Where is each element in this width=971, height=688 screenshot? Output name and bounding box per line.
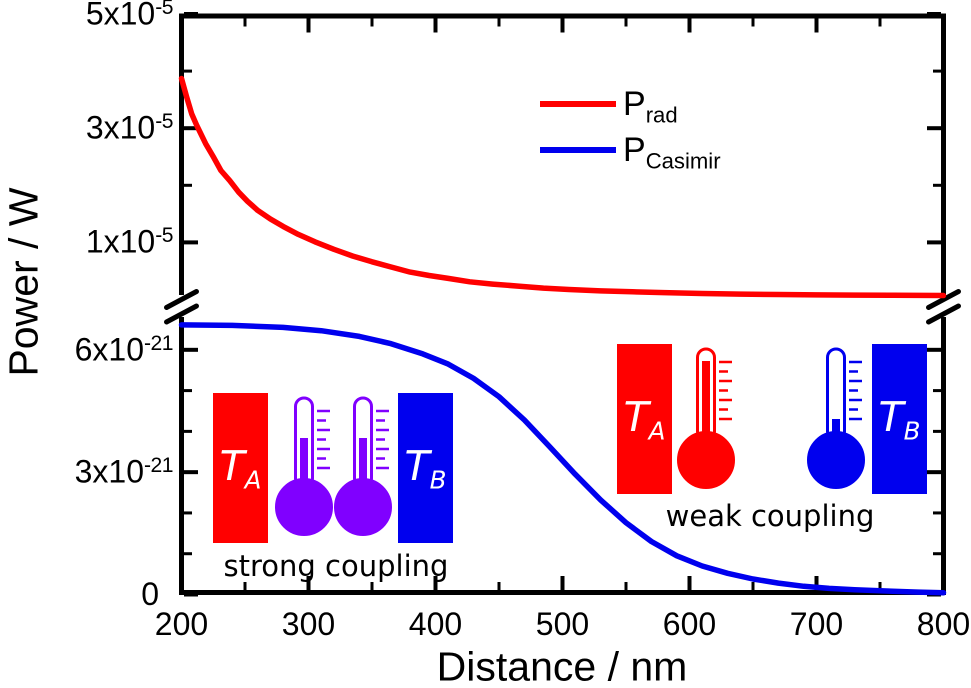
t-label: T <box>219 441 245 490</box>
y-tick-label: 3x10-5 <box>85 109 174 146</box>
temperature-block-cold-strong: TB <box>398 393 453 543</box>
curve-prad <box>178 75 947 299</box>
x-tick-label: 800 <box>916 606 971 642</box>
axis-break-mark <box>926 303 961 325</box>
legend-main-prad: P <box>623 85 646 123</box>
legend-label-prad: Prad <box>623 86 678 134</box>
y-tick-label: 1x10-5 <box>85 223 174 260</box>
temperature-block-hot-strong: TA <box>213 393 268 543</box>
legend-sub-prad: rad <box>645 102 678 128</box>
axis-break-mark <box>164 303 199 325</box>
temperature-block-hot-weak: TA <box>617 344 672 494</box>
legend-main-pcasimir: P <box>623 131 646 169</box>
t-label: T <box>878 392 904 441</box>
x-tick-label: 200 <box>154 606 209 642</box>
y-tick-label: 6x10-21 <box>74 331 174 368</box>
legend-label-pcasimir: PCasimir <box>623 132 721 180</box>
t-label-sub: B <box>429 465 447 495</box>
axis-break-mark <box>164 289 199 310</box>
legend-sub-pcasimir: Casimir <box>645 148 721 174</box>
t-label-sub: A <box>244 465 262 495</box>
t-label: T <box>623 392 649 441</box>
y-tick-label: 3x10-21 <box>74 453 174 490</box>
temperature-block-cold-weak: TB <box>872 344 927 494</box>
x-tick-label: 700 <box>789 606 844 642</box>
thermometer-fill <box>300 438 308 507</box>
y-tick-label: 5x10-5 <box>85 0 174 32</box>
x-tick-label: 300 <box>281 606 336 642</box>
thermometer-fill <box>702 361 710 460</box>
thermometer-fill <box>359 438 367 507</box>
legend-line-red <box>540 101 616 107</box>
weak-coupling-caption: weak coupling <box>665 499 875 533</box>
x-tick-label: 400 <box>408 606 463 642</box>
strong-coupling-caption: strong coupling <box>223 549 449 583</box>
t-label-sub: A <box>648 416 666 446</box>
y-tick-label: 0 <box>141 575 159 612</box>
thermometer-fill <box>832 419 840 460</box>
y-axis-title: Power / W <box>0 187 47 377</box>
t-label-sub: B <box>903 416 921 446</box>
legend-line-pcasimir <box>540 147 616 153</box>
x-tick-label: 500 <box>535 606 590 642</box>
axis-break-mark <box>926 289 961 310</box>
curve-pcasimir <box>178 322 947 596</box>
x-axis-title: Distance / nm <box>436 643 688 688</box>
x-tick-label: 600 <box>662 606 717 642</box>
t-label: T <box>404 441 430 490</box>
